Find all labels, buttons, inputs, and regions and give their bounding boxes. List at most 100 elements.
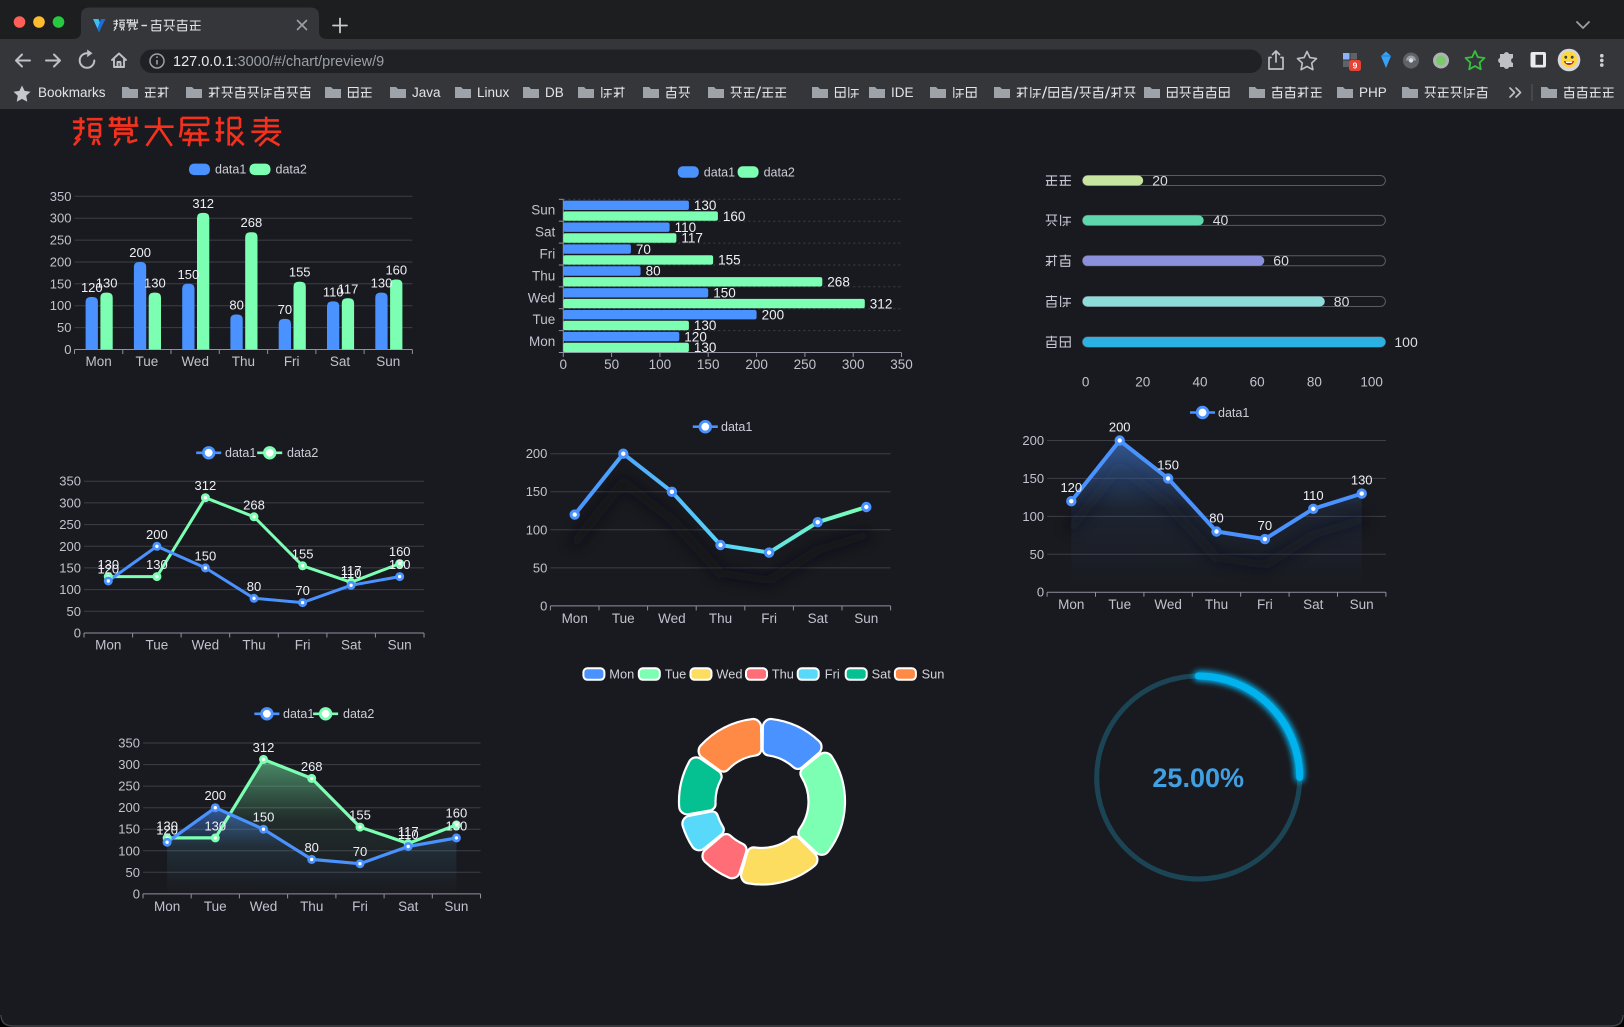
svg-text:Thu: Thu: [232, 354, 255, 369]
svg-text:Mon: Mon: [562, 611, 588, 626]
svg-text:0: 0: [540, 598, 547, 613]
svg-text:Thu: Thu: [772, 667, 794, 682]
svg-text:Thu: Thu: [709, 611, 732, 626]
svg-text:350: 350: [118, 736, 140, 751]
svg-text:40: 40: [1213, 212, 1229, 228]
svg-text:350: 350: [890, 357, 913, 372]
svg-text:Fri: Fri: [825, 667, 840, 682]
svg-text:100: 100: [59, 582, 81, 597]
svg-text:data2: data2: [276, 163, 307, 177]
svg-text:Thu: Thu: [532, 268, 555, 283]
svg-text:110: 110: [341, 566, 362, 581]
svg-text:110: 110: [323, 284, 344, 299]
svg-text:DB: DB: [545, 85, 564, 100]
svg-text:80: 80: [646, 264, 661, 279]
svg-text:130: 130: [694, 318, 717, 333]
svg-text:Java: Java: [412, 85, 441, 100]
svg-text:130: 130: [694, 198, 717, 213]
svg-text:Linux: Linux: [477, 85, 510, 100]
svg-text:Sun: Sun: [854, 611, 878, 626]
svg-text:200: 200: [1109, 420, 1131, 435]
svg-text:150: 150: [178, 267, 200, 282]
svg-text:130: 130: [1351, 473, 1373, 488]
svg-text:60: 60: [1250, 375, 1265, 390]
svg-text:Wed: Wed: [716, 667, 742, 682]
svg-text:Wed: Wed: [1154, 597, 1182, 612]
svg-text:Tue: Tue: [146, 638, 169, 653]
svg-text:Sun: Sun: [388, 638, 412, 653]
svg-text:Sat: Sat: [330, 354, 351, 369]
svg-text:data1: data1: [704, 165, 735, 179]
svg-text:100: 100: [649, 357, 672, 372]
svg-text:data2: data2: [764, 165, 795, 179]
svg-text:100: 100: [50, 298, 72, 313]
svg-text:150: 150: [118, 822, 140, 837]
svg-text:150: 150: [1022, 471, 1044, 486]
svg-text:Fri: Fri: [761, 611, 777, 626]
svg-text:200: 200: [59, 539, 81, 554]
svg-text:150: 150: [50, 276, 72, 291]
svg-text:130: 130: [97, 557, 119, 572]
svg-text:data2: data2: [343, 707, 374, 721]
svg-text:Sat: Sat: [872, 667, 892, 682]
svg-text:Mon: Mon: [95, 638, 121, 653]
svg-text:117: 117: [341, 563, 362, 578]
svg-text:130: 130: [371, 276, 393, 291]
svg-text:130: 130: [446, 818, 468, 833]
svg-text:70: 70: [636, 242, 651, 257]
svg-text:60: 60: [1273, 253, 1289, 269]
svg-text:300: 300: [842, 357, 865, 372]
svg-text:data1: data1: [721, 420, 752, 434]
svg-text:130: 130: [204, 818, 226, 833]
svg-text:70: 70: [278, 302, 292, 317]
svg-text:Fri: Fri: [352, 899, 368, 914]
svg-text:350: 350: [59, 474, 81, 489]
svg-text:Mon: Mon: [85, 354, 111, 369]
svg-text:127.0.0.1:3000/#/chart/preview: 127.0.0.1:3000/#/chart/preview/9: [173, 54, 384, 70]
svg-text:50: 50: [67, 604, 81, 619]
svg-text:0: 0: [1037, 585, 1044, 600]
svg-text:Fri: Fri: [295, 638, 311, 653]
svg-text:Fri: Fri: [540, 247, 556, 262]
svg-text:100: 100: [1394, 334, 1418, 350]
svg-text:155: 155: [292, 546, 314, 561]
svg-text:130: 130: [146, 557, 168, 572]
svg-text:Sat: Sat: [808, 611, 829, 626]
svg-text:100: 100: [118, 843, 140, 858]
svg-text:data1: data1: [1218, 406, 1249, 420]
svg-text:80: 80: [304, 840, 318, 855]
svg-text:200: 200: [129, 245, 151, 260]
svg-text:160: 160: [389, 544, 411, 559]
svg-text:312: 312: [253, 740, 275, 755]
svg-text:200: 200: [526, 446, 548, 461]
svg-text:200: 200: [146, 527, 168, 542]
svg-text:Sun: Sun: [531, 203, 555, 218]
svg-text:300: 300: [59, 495, 81, 510]
svg-text:300: 300: [50, 211, 72, 226]
svg-text:Tue: Tue: [533, 312, 556, 327]
svg-text:100: 100: [1022, 509, 1044, 524]
svg-text:0: 0: [74, 626, 81, 641]
svg-text:70: 70: [1258, 518, 1272, 533]
svg-text:160: 160: [446, 805, 468, 820]
svg-text:Fri: Fri: [284, 354, 300, 369]
svg-text:50: 50: [1030, 547, 1044, 562]
svg-text:200: 200: [762, 307, 785, 322]
svg-text:70: 70: [295, 583, 309, 598]
svg-text:Sun: Sun: [1350, 597, 1374, 612]
svg-text:110: 110: [675, 220, 697, 235]
svg-text:Sun: Sun: [444, 899, 468, 914]
svg-text:Mon: Mon: [154, 899, 180, 914]
svg-text:data1: data1: [225, 446, 256, 460]
svg-text:117: 117: [338, 281, 359, 296]
svg-text:Thu: Thu: [242, 638, 265, 653]
svg-text:200: 200: [1022, 433, 1044, 448]
svg-text:117: 117: [398, 824, 419, 839]
svg-text:200: 200: [745, 357, 768, 372]
svg-text:50: 50: [57, 320, 71, 335]
svg-text:9: 9: [1353, 61, 1358, 71]
svg-text:160: 160: [385, 263, 407, 278]
svg-text:70: 70: [353, 844, 367, 859]
svg-text:50: 50: [533, 560, 547, 575]
svg-text:Sat: Sat: [398, 899, 419, 914]
